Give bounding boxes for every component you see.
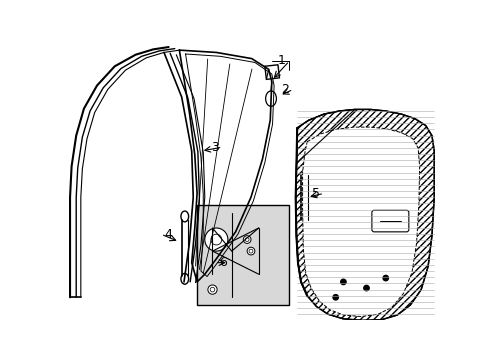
- Text: 3: 3: [210, 141, 218, 154]
- Polygon shape: [302, 127, 419, 316]
- Text: 5: 5: [312, 187, 320, 200]
- Circle shape: [204, 228, 227, 251]
- Circle shape: [248, 249, 252, 253]
- FancyBboxPatch shape: [197, 205, 289, 305]
- Ellipse shape: [181, 274, 188, 284]
- Circle shape: [241, 230, 249, 238]
- Circle shape: [210, 234, 221, 245]
- Ellipse shape: [299, 169, 308, 176]
- Polygon shape: [295, 109, 433, 320]
- Circle shape: [363, 285, 368, 291]
- Ellipse shape: [181, 211, 188, 222]
- Circle shape: [246, 247, 254, 255]
- Text: 1: 1: [277, 54, 285, 67]
- Circle shape: [249, 238, 257, 246]
- Ellipse shape: [299, 218, 308, 226]
- Circle shape: [340, 279, 346, 285]
- Circle shape: [244, 238, 248, 242]
- Circle shape: [243, 232, 247, 236]
- FancyBboxPatch shape: [371, 210, 408, 232]
- Text: 2: 2: [281, 83, 289, 96]
- Circle shape: [382, 275, 387, 281]
- Circle shape: [210, 287, 214, 292]
- Circle shape: [207, 285, 217, 294]
- Circle shape: [332, 294, 338, 300]
- Text: 6: 6: [218, 256, 226, 269]
- Circle shape: [251, 240, 255, 244]
- Text: 4: 4: [164, 228, 172, 240]
- Circle shape: [243, 236, 250, 243]
- Ellipse shape: [265, 91, 276, 106]
